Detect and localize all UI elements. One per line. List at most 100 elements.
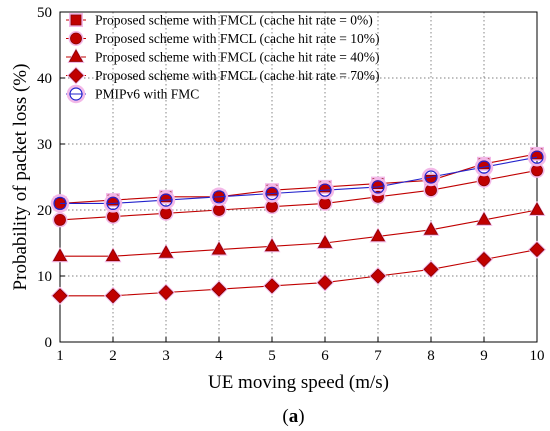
data-point bbox=[213, 204, 225, 216]
legend-label: Proposed scheme with FMCL (cache hit rat… bbox=[95, 31, 380, 46]
data-point bbox=[211, 281, 227, 297]
data-point bbox=[423, 261, 439, 277]
x-tick-label: 3 bbox=[162, 348, 170, 364]
series-4 bbox=[51, 240, 546, 305]
legend-marker bbox=[70, 14, 82, 26]
data-point-halo bbox=[368, 177, 388, 197]
data-point-halo bbox=[421, 167, 441, 187]
data-point bbox=[319, 197, 331, 210]
x-tick-label: 10 bbox=[530, 348, 545, 364]
x-tick-label: 8 bbox=[427, 348, 435, 364]
y-tick-label: 40 bbox=[37, 71, 52, 87]
data-point-halo bbox=[103, 194, 123, 213]
data-point bbox=[423, 221, 439, 235]
data-point bbox=[160, 207, 172, 220]
series-line bbox=[59, 153, 538, 204]
data-point bbox=[317, 275, 333, 291]
data-point-halo bbox=[262, 184, 282, 203]
data-point-halo bbox=[315, 180, 335, 200]
data-point-halo bbox=[50, 194, 70, 213]
x-tick-label: 7 bbox=[374, 348, 382, 364]
legend-marker bbox=[69, 87, 83, 101]
data-point bbox=[370, 268, 386, 284]
data-point bbox=[265, 186, 279, 201]
data-point bbox=[318, 183, 332, 197]
legend-entry: PMIPv6 with FMC bbox=[66, 84, 199, 104]
data-point-halo bbox=[474, 157, 494, 177]
data-point bbox=[105, 248, 121, 262]
panel-label-letter: a bbox=[289, 406, 299, 427]
legend-marker bbox=[68, 67, 84, 84]
data-point bbox=[212, 190, 226, 204]
data-point bbox=[425, 184, 437, 197]
x-tick-label: 5 bbox=[268, 348, 276, 364]
legend: Proposed scheme with FMCL (cache hit rat… bbox=[66, 13, 380, 104]
data-point bbox=[52, 288, 68, 304]
series-line bbox=[59, 169, 538, 221]
data-point-halo bbox=[209, 187, 229, 207]
series-line bbox=[60, 209, 538, 257]
series-1 bbox=[53, 146, 544, 211]
y-tick-label: 0 bbox=[45, 335, 53, 351]
legend-marker bbox=[70, 32, 82, 45]
data-point bbox=[264, 278, 280, 294]
legend-entry: Proposed scheme with FMCL (cache hit rat… bbox=[66, 48, 380, 65]
data-point bbox=[107, 210, 119, 223]
y-tick-label: 20 bbox=[37, 203, 52, 219]
y-tick-label: 50 bbox=[37, 5, 52, 21]
x-tick-label: 1 bbox=[56, 348, 64, 364]
data-point bbox=[529, 242, 545, 258]
data-point bbox=[264, 238, 280, 252]
data-point bbox=[424, 170, 438, 184]
data-point bbox=[159, 193, 173, 207]
series-lines bbox=[50, 146, 547, 305]
data-point bbox=[54, 213, 66, 226]
legend-entry: Proposed scheme with FMCL (cache hit rat… bbox=[66, 13, 373, 28]
y-axis-label: Probability of packet loss (%) bbox=[10, 64, 31, 291]
data-point bbox=[477, 160, 491, 174]
data-point bbox=[531, 164, 543, 177]
data-point bbox=[476, 251, 492, 268]
data-point bbox=[530, 150, 544, 164]
data-point bbox=[53, 196, 67, 210]
panel-label-close: ) bbox=[298, 406, 304, 427]
panel-label: (a) bbox=[282, 406, 304, 427]
series-5 bbox=[50, 147, 547, 213]
y-tick-label: 30 bbox=[37, 137, 52, 153]
x-tick-label: 9 bbox=[480, 348, 488, 364]
legend-marker-halo bbox=[66, 84, 86, 104]
legend-label: Proposed scheme with FMCL (cache hit rat… bbox=[95, 13, 373, 28]
data-point bbox=[529, 202, 545, 215]
series-2 bbox=[52, 162, 545, 228]
data-point bbox=[211, 241, 227, 255]
data-point-halo bbox=[527, 147, 547, 167]
legend-label: PMIPv6 with FMC bbox=[95, 87, 199, 102]
data-point bbox=[478, 174, 490, 187]
x-tick-label: 2 bbox=[109, 348, 117, 364]
legend-label: Proposed scheme with FMCL (cache hit rat… bbox=[95, 68, 380, 83]
x-tick-label: 6 bbox=[321, 348, 329, 364]
data-point bbox=[476, 212, 492, 225]
data-point-halo bbox=[156, 190, 176, 210]
legend-entry: Proposed scheme with FMCL (cache hit rat… bbox=[66, 31, 380, 46]
data-point bbox=[371, 180, 385, 194]
panel-label-open: ( bbox=[282, 406, 288, 427]
legend-marker bbox=[68, 49, 84, 62]
legend-label: Proposed scheme with FMCL (cache hit rat… bbox=[95, 50, 380, 65]
x-axis-label: UE moving speed (m/s) bbox=[208, 372, 389, 393]
series-line bbox=[60, 156, 538, 204]
data-point bbox=[158, 284, 174, 301]
data-point bbox=[105, 288, 121, 304]
y-tick-label: 10 bbox=[37, 269, 52, 285]
series-line bbox=[60, 249, 538, 297]
data-point bbox=[317, 235, 333, 248]
data-point bbox=[52, 248, 68, 262]
x-tick-label: 4 bbox=[215, 348, 223, 364]
data-point bbox=[106, 196, 120, 210]
series-3 bbox=[51, 201, 546, 263]
data-point bbox=[158, 245, 174, 258]
data-point bbox=[370, 228, 386, 242]
data-point bbox=[266, 200, 278, 213]
legend-entry: Proposed scheme with FMCL (cache hit rat… bbox=[66, 66, 380, 85]
